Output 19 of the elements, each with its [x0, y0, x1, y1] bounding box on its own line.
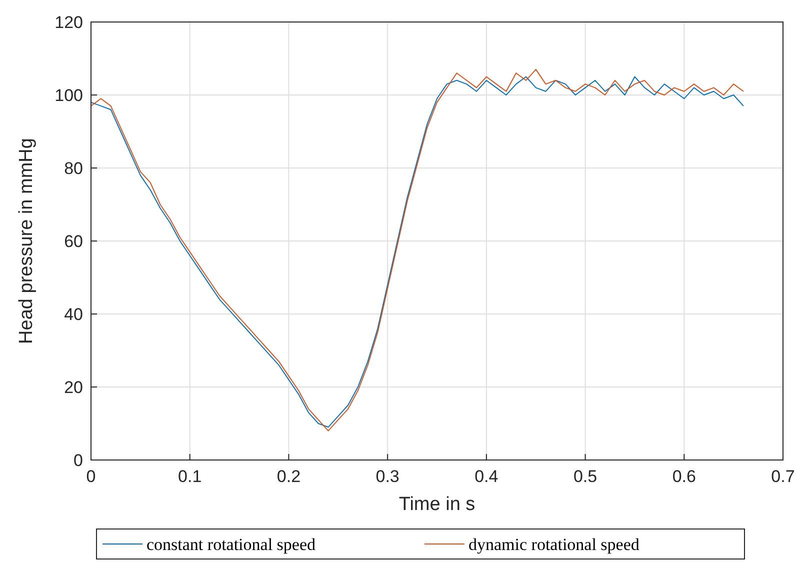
x-tick-label: 0.7 [771, 467, 795, 486]
legend-label: dynamic rotational speed [468, 535, 640, 554]
x-tick-label: 0.1 [178, 467, 202, 486]
y-tick-label: 100 [54, 86, 83, 105]
x-tick-label: 0.2 [276, 467, 301, 486]
x-tick-label: 0.4 [474, 467, 498, 486]
x-tick-label: 0.3 [376, 467, 400, 486]
y-tick-label: 60 [64, 232, 83, 251]
y-tick-label: 80 [64, 159, 83, 178]
y-tick-label: 120 [54, 13, 83, 32]
legend-label: constant rotational speed [146, 535, 316, 554]
x-tick-label: 0.6 [672, 467, 696, 486]
y-tick-label: 40 [64, 305, 83, 324]
y-tick-label: 0 [74, 451, 83, 470]
x-tick-label: 0.5 [573, 467, 598, 486]
y-tick-label: 20 [64, 378, 83, 397]
x-tick-label: 0 [86, 467, 96, 486]
x-axis-title: Time in s [398, 494, 476, 515]
y-axis-title: Head pressure in mmHg [16, 138, 37, 344]
